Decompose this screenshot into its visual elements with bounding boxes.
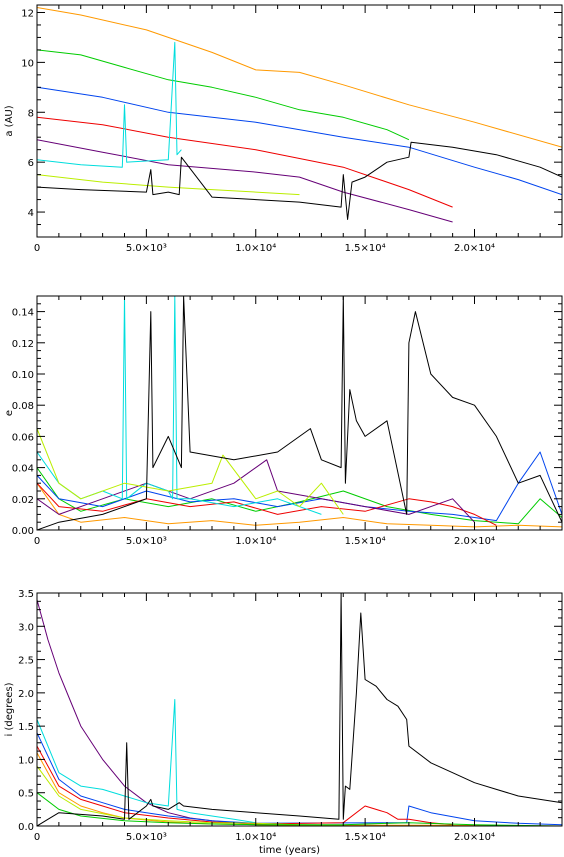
y-tick-label: 0.10 [12, 370, 34, 381]
series-line-2 [37, 732, 562, 826]
series-line-4 [37, 752, 562, 826]
y-tick-label: 0.12 [12, 339, 34, 350]
y-tick-label: 0.02 [12, 495, 34, 506]
x-tick-label: 5.0×10³ [126, 536, 167, 547]
inclination-panel: 0 5.0×10³ 1.0×10⁴ 1.5×10⁴ 2.0×10⁴ 0.0 0.5 1.0 1.… [4, 589, 563, 856]
y-tick-label: 1.0 [18, 755, 34, 766]
y-tick-label: 0.14 [12, 308, 34, 319]
x-tick-label: 1.5×10⁴ [345, 832, 386, 843]
x-tick-label: 1.5×10⁴ [345, 243, 386, 254]
x-tick-label: 1.0×10⁴ [235, 243, 276, 254]
series-line-5 [37, 296, 322, 515]
semimajor-axis-panel: 0 5.0×10³ 1.0×10⁴ 1.5×10⁴ 2.0×10⁴ 4 6 8 10 12 a (A… [4, 4, 563, 254]
series-line-6 [37, 428, 344, 515]
y-tick-label: 2.0 [18, 689, 34, 700]
series-line-7 [37, 141, 562, 220]
y-tick-label: 4 [28, 208, 34, 219]
x-tick-label: 2.0×10⁴ [454, 536, 495, 547]
x-tick-label: 0 [34, 832, 40, 843]
plot-frame [36, 592, 563, 827]
series-line-4 [37, 139, 453, 223]
series-line-1 [37, 699, 256, 824]
x-tick-label: 2.0×10⁴ [454, 243, 495, 254]
x-tick-label: 5.0×10³ [126, 832, 167, 843]
x-axis-label: time (years) [259, 845, 320, 856]
y-tick-label: 0.06 [12, 432, 34, 443]
y-axis-label: a (AU) [4, 105, 15, 136]
x-tick-label: 0 [34, 243, 40, 254]
eccentricity-panel: 0 5.0×10³ 1.0×10⁴ 1.5×10⁴ 2.0×10⁴ 0.00 0.02 0.0… [4, 295, 563, 547]
y-tick-label: 3.0 [18, 622, 34, 633]
x-tick-label: 1.0×10⁴ [235, 832, 276, 843]
series-line-0 [37, 599, 256, 825]
y-tick-label: 10 [21, 58, 34, 69]
series-line-1 [37, 467, 562, 525]
y-tick-label: 0.00 [12, 526, 34, 537]
series-line-7 [37, 296, 562, 530]
series-line-3 [37, 482, 497, 526]
y-tick-label: 1.5 [18, 722, 34, 733]
y-tick-label: 2.5 [18, 656, 34, 667]
series-line-7 [37, 593, 562, 826]
y-axis-label: e [4, 410, 15, 416]
series-line-5 [37, 41, 182, 168]
y-tick-label: 12 [21, 8, 34, 19]
series-group [37, 7, 562, 223]
series-line-0 [37, 7, 562, 148]
y-tick-label: 8 [28, 108, 34, 119]
x-tick-label: 5.0×10³ [126, 243, 167, 254]
series-group [37, 296, 562, 530]
x-tick-label: 0 [34, 536, 40, 547]
series-line-0 [37, 482, 562, 528]
y-tick-label: 0.5 [18, 789, 34, 800]
series-line-4 [37, 459, 475, 523]
y-tick-label: 0.08 [12, 401, 34, 412]
x-tick-label: 1.0×10⁴ [235, 536, 276, 547]
y-axis-label: i (degrees) [4, 682, 15, 736]
y-tick-label: 3.5 [18, 589, 34, 600]
y-tick-label: 6 [28, 158, 34, 169]
series-line-2 [37, 86, 562, 196]
x-tick-label: 2.0×10⁴ [454, 832, 495, 843]
x-tick-label: 1.5×10⁴ [345, 536, 386, 547]
y-tick-label: 0.04 [12, 464, 34, 475]
series-group [37, 593, 562, 826]
series-line-6 [37, 174, 300, 196]
series-line-1 [37, 49, 410, 141]
series-line-3 [37, 116, 453, 208]
y-tick-label: 0.0 [18, 822, 34, 833]
